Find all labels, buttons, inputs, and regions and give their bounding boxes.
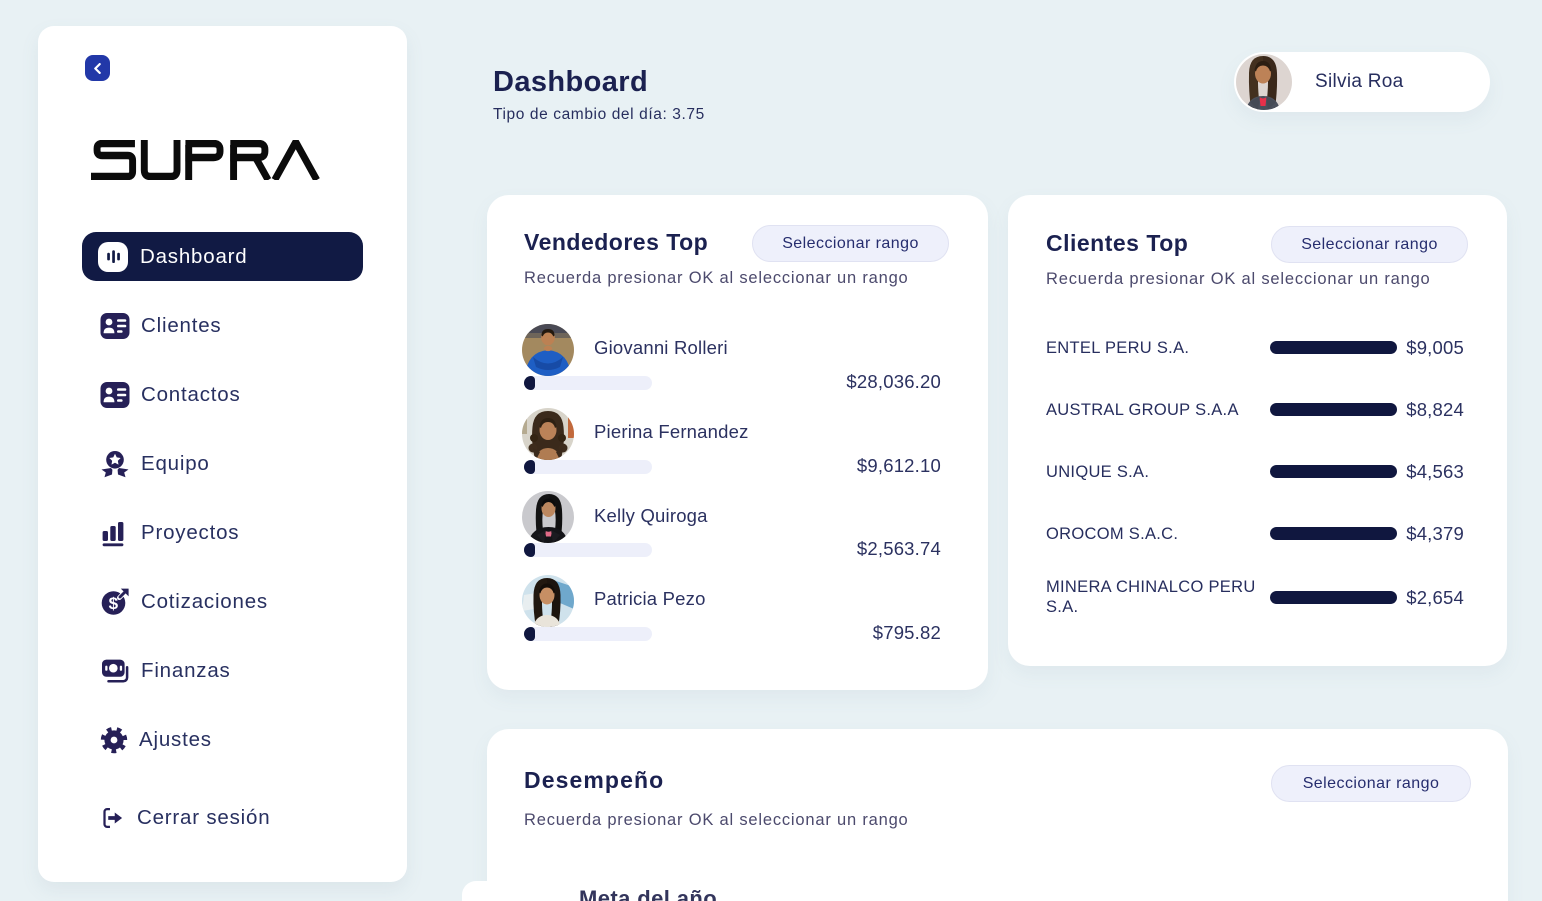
svg-text:$: $: [109, 594, 119, 613]
